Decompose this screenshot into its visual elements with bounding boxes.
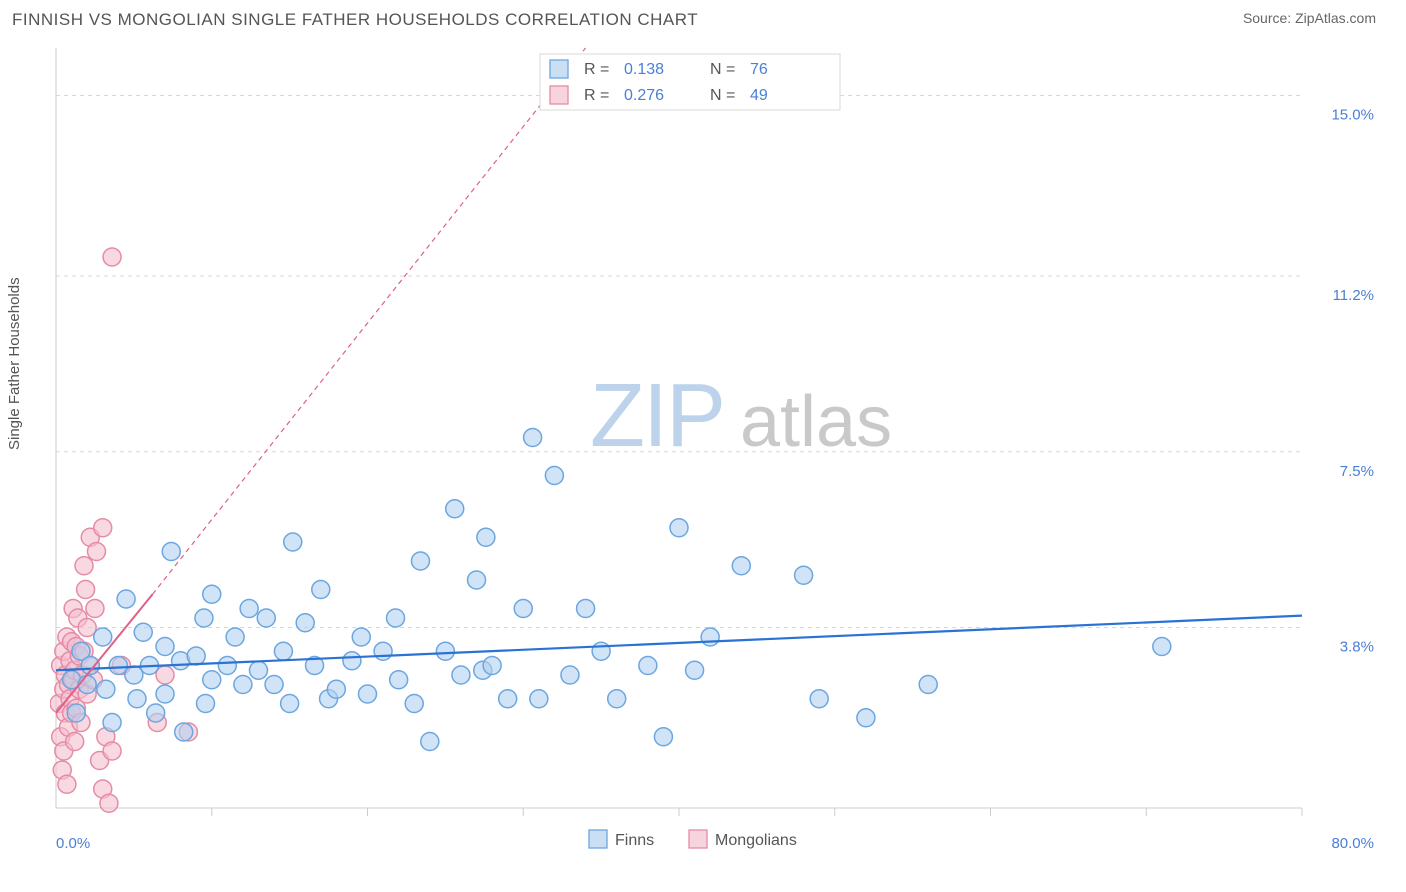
svg-text:N =: N =	[710, 87, 735, 104]
svg-text:7.5%: 7.5%	[1340, 463, 1374, 480]
svg-text:80.0%: 80.0%	[1331, 835, 1374, 852]
svg-text:0.0%: 0.0%	[56, 835, 90, 852]
svg-text:0.276: 0.276	[624, 87, 664, 104]
svg-text:R =: R =	[584, 61, 609, 78]
source-label: Source:	[1243, 10, 1295, 26]
svg-text:Finns: Finns	[615, 832, 654, 849]
svg-text:15.0%: 15.0%	[1331, 107, 1374, 124]
svg-text:N =: N =	[710, 61, 735, 78]
svg-text:R =: R =	[584, 87, 609, 104]
svg-text:Mongolians: Mongolians	[715, 832, 797, 849]
y-axis-label: Single Father Households	[6, 277, 23, 450]
chart-area: 3.8% 7.5% 11.2% 15.0% ZIPatlas 0.0% 80.0% R = 0.…	[50, 36, 1390, 856]
svg-text:3.8%: 3.8%	[1340, 639, 1374, 656]
source-value: ZipAtlas.com	[1295, 10, 1376, 26]
source: Source: ZipAtlas.com	[1243, 10, 1376, 28]
svg-text:11.2%: 11.2%	[1333, 287, 1374, 304]
scatter-svg: 3.8% 7.5% 11.2% 15.0% ZIPatlas 0.0% 80.0% R = 0.…	[50, 36, 1390, 856]
svg-text:49: 49	[750, 87, 768, 104]
svg-text:76: 76	[750, 61, 768, 78]
chart-title: FINNISH VS MONGOLIAN SINGLE FATHER HOUSE…	[12, 10, 698, 30]
svg-text:atlas: atlas	[740, 382, 892, 462]
svg-text:ZIP: ZIP	[590, 366, 724, 466]
svg-text:0.138: 0.138	[624, 61, 664, 78]
